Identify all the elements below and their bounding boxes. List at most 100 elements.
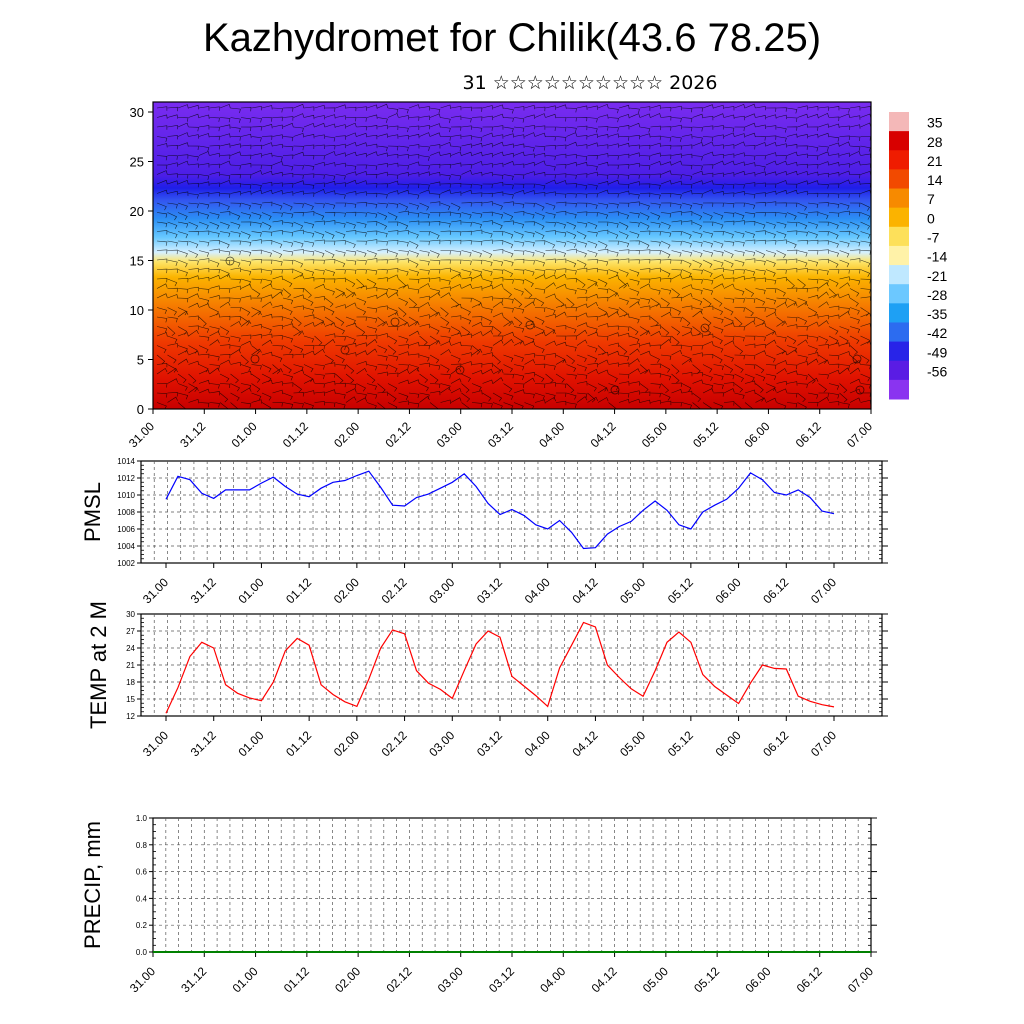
xtick-label: 01.00: [235, 575, 266, 606]
wind-barb: [608, 107, 619, 114]
wind-barb: [860, 269, 871, 277]
wind-barb: [660, 339, 672, 346]
wind-barb: [639, 350, 651, 356]
wind-barb: [828, 392, 840, 399]
wind-barb: [209, 221, 220, 230]
colorbar-swatch: [889, 303, 909, 323]
wind-barb: [618, 104, 630, 110]
wind-barb: [839, 259, 850, 268]
wind-barb: [167, 221, 178, 230]
colorbar-swatch: [889, 188, 909, 209]
wind-barb: [398, 368, 409, 375]
wind-barb: [555, 126, 567, 132]
wind-barb: [335, 292, 346, 299]
wind-barb: [198, 316, 207, 327]
wind-barb: [713, 231, 724, 236]
wind-barb: [387, 145, 399, 151]
wind-barb: [356, 152, 367, 158]
wind-barb: [282, 116, 294, 121]
wind-barb: [209, 259, 220, 268]
wind-barb: [681, 153, 693, 159]
colorbar-swatch: [889, 226, 909, 247]
wind-barb: [702, 250, 714, 257]
xtick-label: 02.12: [383, 964, 414, 995]
wind-barb: [618, 190, 630, 195]
wind-barb: [797, 361, 808, 366]
wind-barb: [450, 105, 462, 111]
wind-barb: [818, 392, 829, 398]
wind-barb: [807, 377, 819, 384]
wind-barb: [219, 103, 231, 109]
wind-barb: [251, 392, 262, 401]
wind-barb: [335, 354, 345, 363]
wind-barb: [461, 202, 472, 207]
wind-barb: [503, 183, 514, 189]
wind-barb: [587, 368, 598, 375]
wind-barb: [198, 297, 210, 305]
wind-barbs: [156, 103, 871, 409]
wind-barb: [818, 269, 829, 275]
wind-barb: [681, 284, 693, 289]
wind-barb: [440, 286, 451, 291]
wind-barb: [261, 221, 272, 230]
wind-barb: [681, 316, 691, 327]
wind-barb: [744, 343, 756, 349]
wind-barb: [828, 250, 840, 257]
wind-barb: [723, 340, 735, 346]
wind-barb: [713, 212, 724, 220]
wind-barb: [629, 301, 640, 308]
wind-barb: [587, 133, 598, 139]
wind-barb: [282, 122, 294, 128]
wind-barb: [818, 123, 830, 128]
wind-barb: [681, 202, 693, 210]
wind-barb: [461, 392, 471, 403]
wind-barb: [167, 343, 178, 348]
wind-barb: [293, 353, 304, 358]
wind-barb: [408, 240, 419, 249]
wind-barb: [282, 353, 294, 359]
wind-barb: [230, 285, 241, 291]
wind-barb: [492, 249, 504, 254]
wind-barb: [324, 269, 336, 277]
wind-barb: [230, 278, 241, 284]
wind-barb: [482, 171, 493, 177]
wind-barb: [660, 202, 672, 207]
wind-barb: [314, 316, 325, 325]
wind-barb: [419, 212, 430, 219]
wind-barb: [587, 354, 598, 363]
wind-barb: [713, 326, 724, 334]
wind-barb: [324, 202, 336, 210]
wind-barb: [618, 221, 629, 230]
wind-barb: [188, 259, 199, 265]
wind-barb: [230, 212, 241, 220]
ytick-label: 1002: [117, 559, 135, 568]
wind-barb: [524, 359, 535, 365]
wind-barb: [702, 288, 714, 295]
wind-barb: [702, 231, 714, 238]
wind-barb: [828, 342, 840, 347]
wind-barb: [377, 277, 388, 282]
wind-barb: [566, 402, 577, 408]
wind-barb: [282, 183, 294, 188]
wind-barb: [377, 133, 388, 138]
wind-barb: [755, 259, 766, 266]
wind-barb: [356, 231, 367, 237]
wind-barb: [786, 297, 797, 306]
colorbar-label: 14: [927, 172, 943, 188]
wind-barb: [723, 153, 735, 158]
section-xtick-label: 01.12: [280, 419, 311, 450]
wind-barb: [377, 212, 388, 220]
wind-barb: [797, 287, 808, 293]
wind-barb: [734, 133, 745, 138]
wind-barb: [398, 154, 409, 159]
wind-barb: [482, 231, 493, 238]
wind-barb: [765, 354, 776, 363]
wind-barb: [324, 288, 335, 296]
wind-barb: [828, 183, 840, 188]
wind-barb: [440, 292, 451, 299]
wind-barb: [702, 373, 713, 382]
wind-barb: [545, 212, 556, 219]
wind-barb: [450, 363, 462, 368]
wind-barb: [524, 353, 535, 358]
wind-barb: [314, 202, 325, 208]
